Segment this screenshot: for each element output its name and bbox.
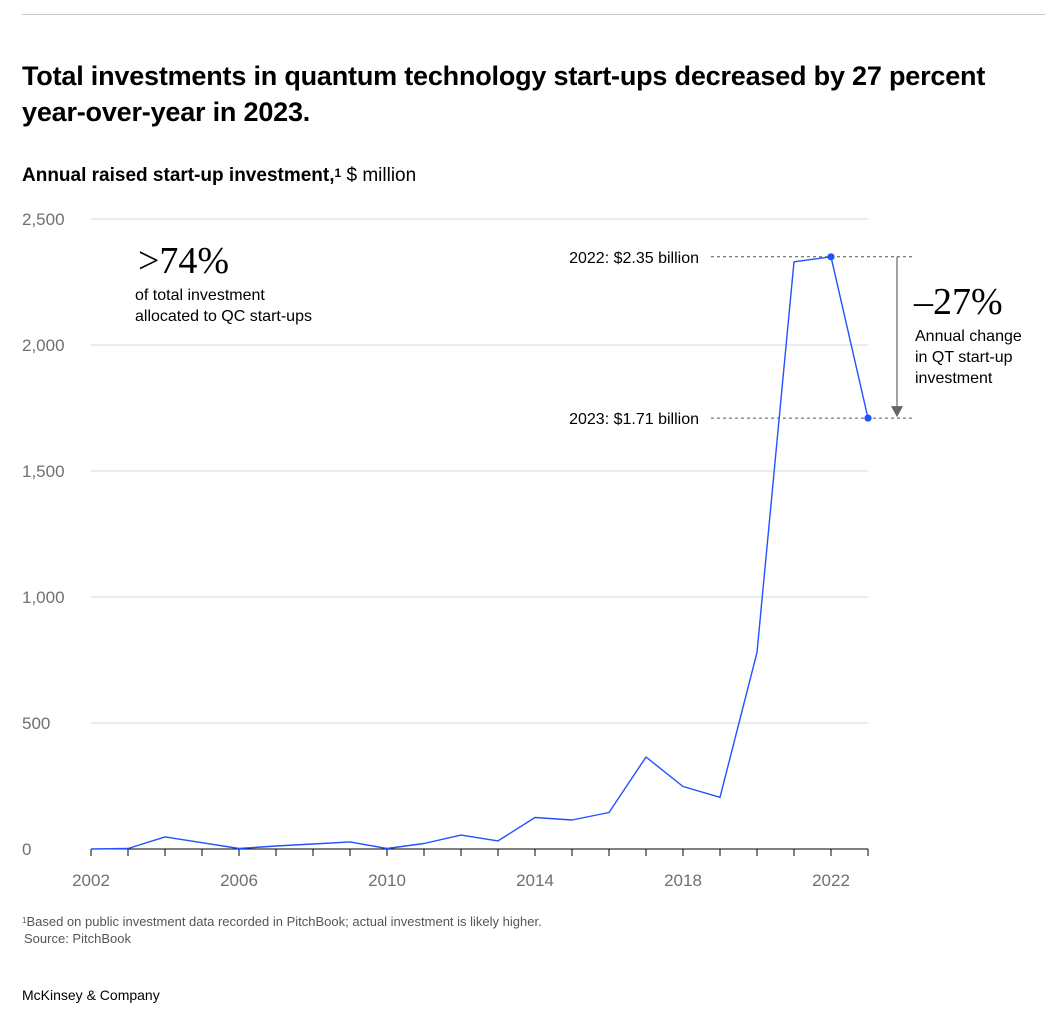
y-axis-ticks: 0 500 1,000 1,500 2,000 2,500 <box>22 210 65 859</box>
series-layer <box>90 253 872 850</box>
x-tick-label-2022: 2022 <box>812 871 850 890</box>
y-tick-label-0: 0 <box>22 840 31 859</box>
x-tick-label-2010: 2010 <box>368 871 406 890</box>
point-label-2022: 2022: $2.35 billion <box>569 250 699 267</box>
y-tick-label-2500: 2,500 <box>22 210 65 229</box>
line-chart: 0 500 1,000 1,500 2,000 2,500 2002 2006 2010 201… <box>22 210 1022 890</box>
series-line-0 <box>90 256 869 850</box>
right-annotation-line3: investment <box>915 370 993 387</box>
source-note: Source: PitchBook <box>24 931 131 946</box>
subtitle-bold: Annual raised start-up investment, <box>22 165 335 186</box>
y-tick-label-1500: 1,500 <box>22 462 65 481</box>
x-tick-label-2018: 2018 <box>664 871 702 890</box>
footnote-text: Based on public investment data recorded… <box>26 914 542 929</box>
x-axis-ticks: 2002 2006 2010 2014 2018 2022 <box>72 848 869 890</box>
chart-subtitle: Annual raised start-up investment,1 $ mi… <box>22 163 416 189</box>
highlight-point-2022 <box>827 253 835 261</box>
top-rule <box>22 14 1045 15</box>
change-arrow-head <box>891 406 903 418</box>
left-annotation-value: >74% <box>138 240 229 282</box>
point-label-2023: 2023: $1.71 billion <box>569 411 699 428</box>
footnote-marker: 1 <box>22 916 27 925</box>
footnote: 1Based on public investment data recorde… <box>22 913 542 930</box>
y-tick-label-2000: 2,000 <box>22 336 65 355</box>
right-annotation-line2: in QT start-up <box>915 349 1013 366</box>
left-annotation-line2: allocated to QC start-ups <box>135 308 312 325</box>
right-annotation-line1: Annual change <box>915 328 1022 345</box>
right-annotation-value: –27% <box>913 281 1003 323</box>
brand-logo-text: McKinsey & Company <box>22 987 160 1003</box>
x-tick-label-2014: 2014 <box>516 871 554 890</box>
chart-title: Total investments in quantum technology … <box>22 61 986 127</box>
highlight-point-2023 <box>864 414 872 422</box>
annotation-text: >74% of total investment allocated to QC… <box>135 240 1022 387</box>
subtitle-footnote-marker: 1 <box>334 166 342 180</box>
y-tick-label-1000: 1,000 <box>22 588 65 607</box>
left-annotation-line1: of total investment <box>135 287 265 304</box>
grid-lines <box>91 218 868 724</box>
x-tick-label-2002: 2002 <box>72 871 110 890</box>
x-tick-label-2006: 2006 <box>220 871 258 890</box>
y-tick-label-500: 500 <box>22 714 50 733</box>
subtitle-unit: $ million <box>341 165 417 186</box>
annotation-lines: 2022: $2.35 billion 2023: $1.71 billion <box>569 250 912 428</box>
